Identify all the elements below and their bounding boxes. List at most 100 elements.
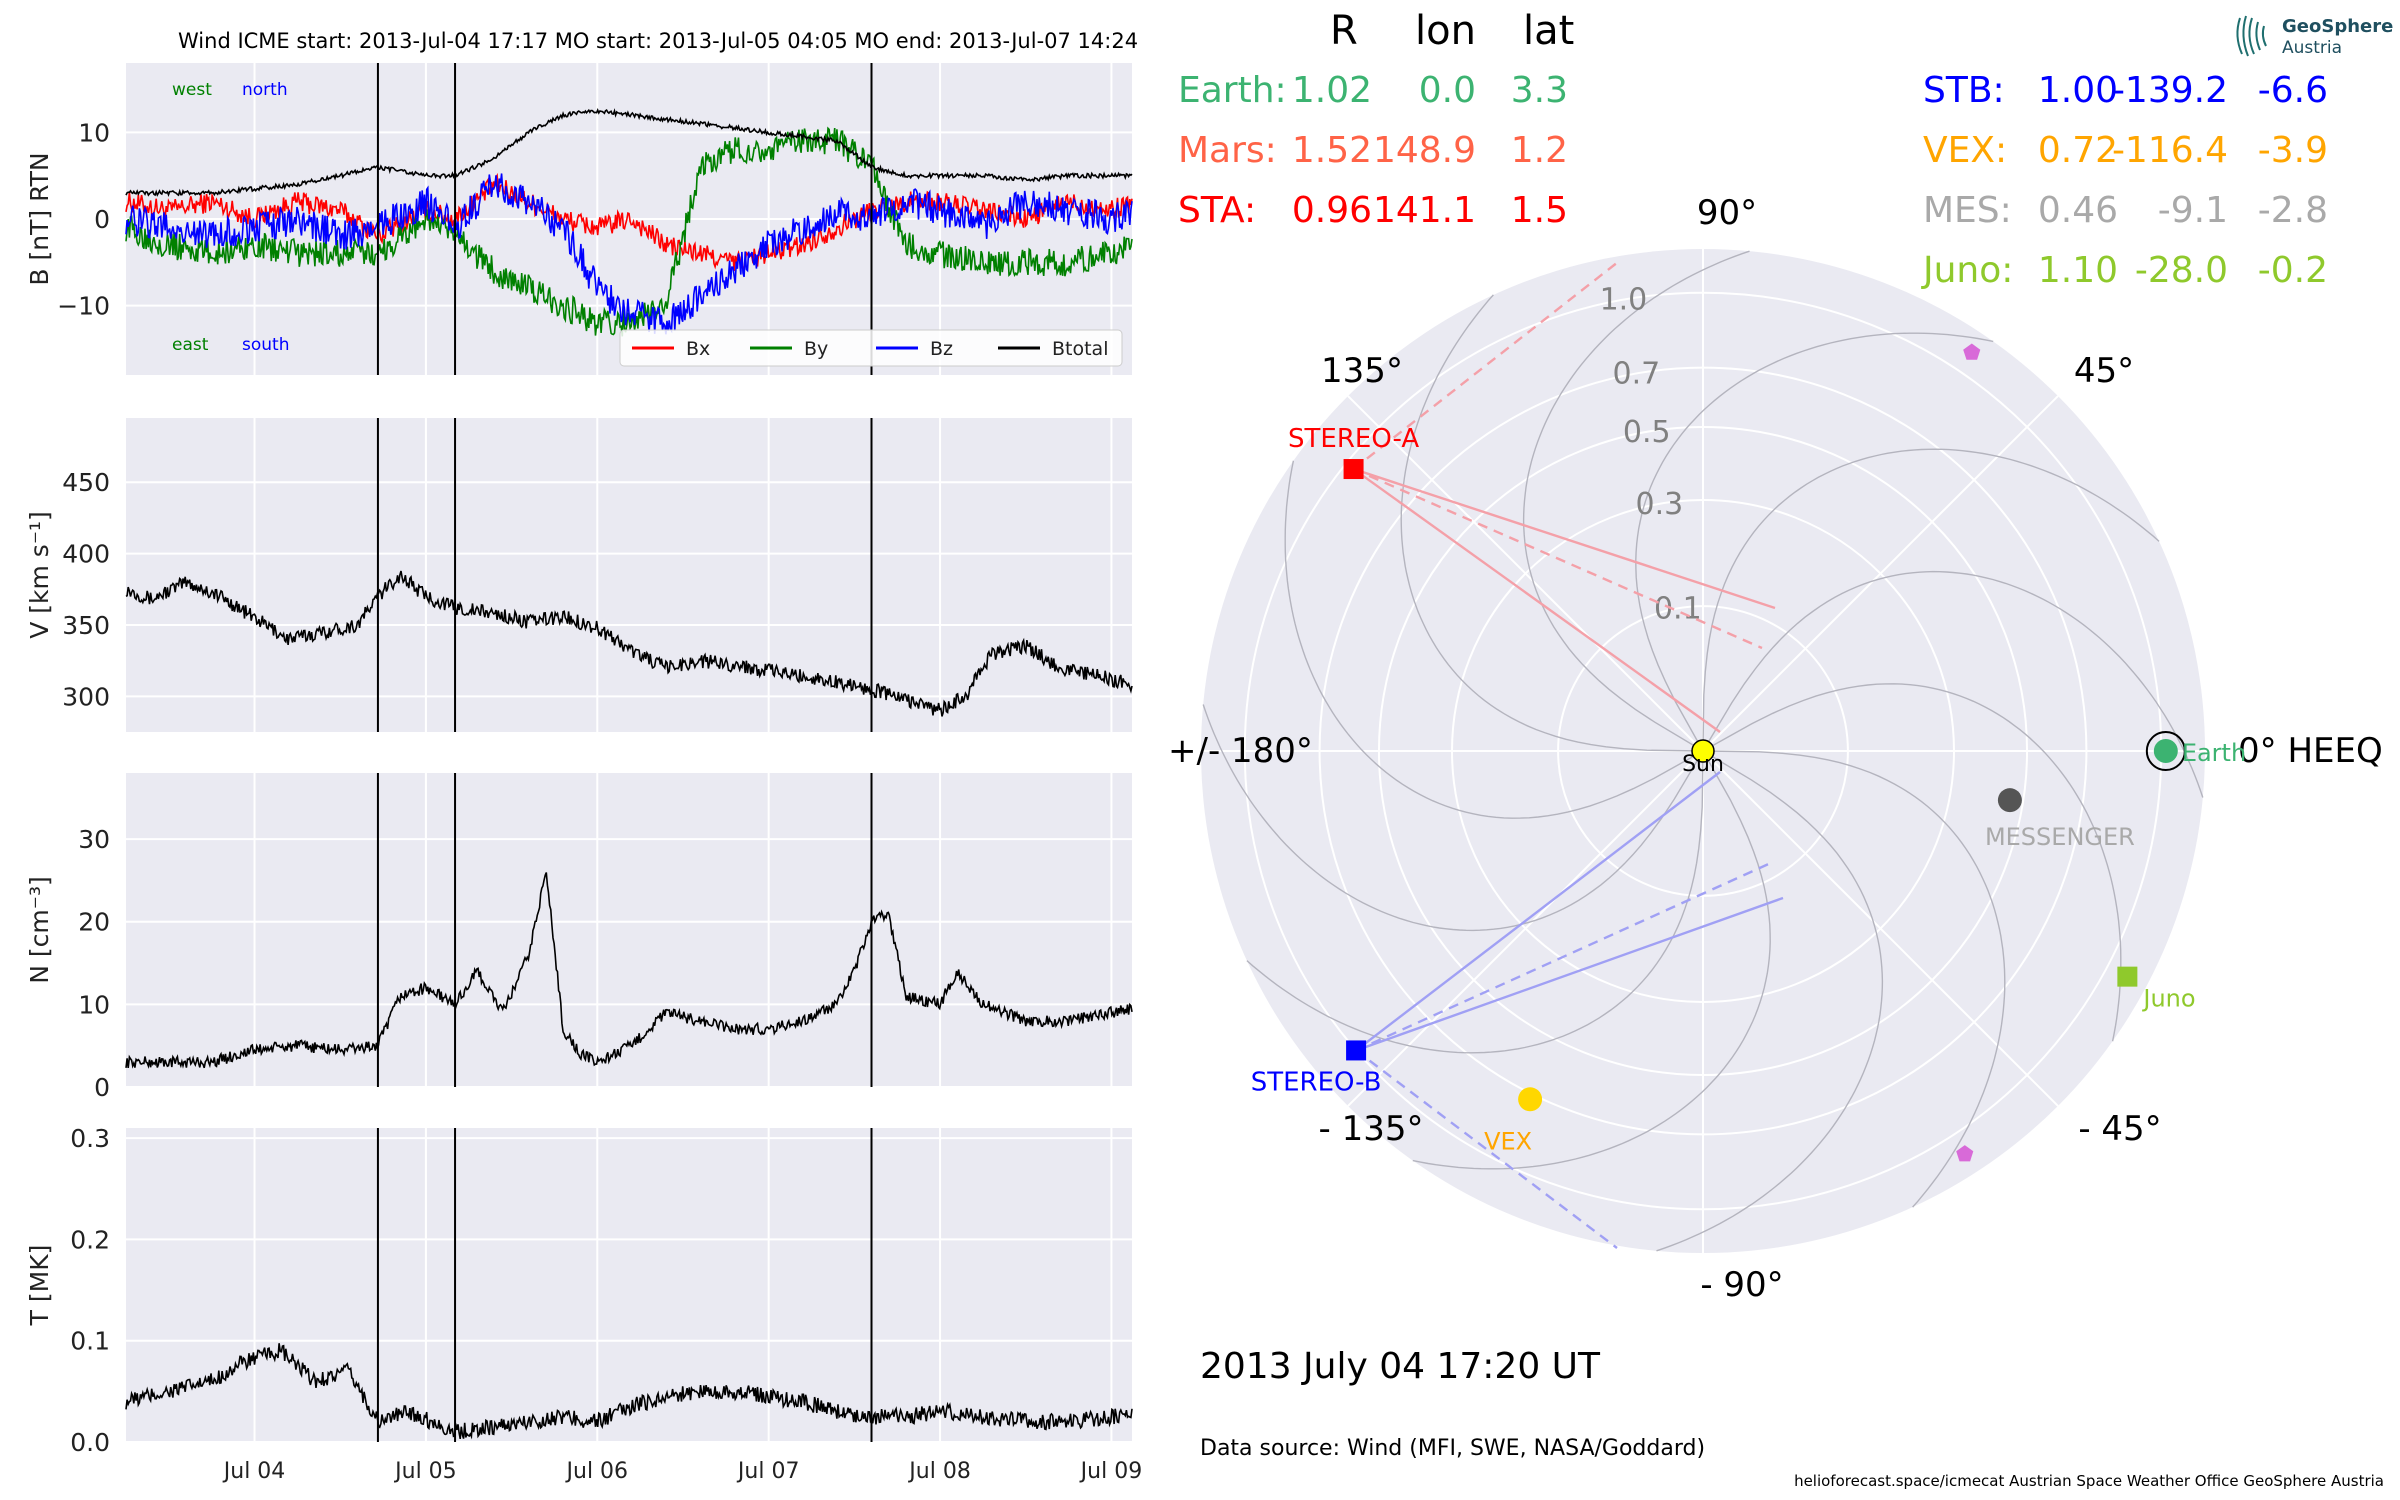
pos-left-earth-lat: 3.3 bbox=[1510, 70, 1568, 111]
stb-line bbox=[1355, 896, 1784, 1052]
body-juno-label: Juno bbox=[2141, 985, 2195, 1013]
y-tick-label: 10 bbox=[78, 118, 110, 147]
y-tick-label: 450 bbox=[62, 468, 110, 497]
y-axis-label: V [km s⁻¹] bbox=[25, 511, 54, 639]
body-stereo-b-label: STEREO-B bbox=[1251, 1067, 1382, 1097]
series-line-bz bbox=[125, 173, 1133, 335]
y-tick-label: 0.3 bbox=[70, 1124, 110, 1153]
body-stereo-a-label: STEREO-A bbox=[1288, 424, 1419, 454]
parker-spiral bbox=[1284, 460, 1704, 819]
pos-left-mars-lat: 1.2 bbox=[1510, 130, 1568, 171]
x-tick-label: Jul 09 bbox=[1079, 1459, 1143, 1484]
series-line-bx bbox=[125, 172, 1133, 272]
body-pentagon-1 bbox=[1963, 343, 1981, 360]
panel-magnetic-field: 10 0 −10B [nT] RTN west north east south Bx By Bz… bbox=[25, 63, 1133, 375]
pos-right-stb-r: 1.00 bbox=[2037, 70, 2118, 111]
data-source: Data source: Wind (MFI, SWE, NASA/Goddar… bbox=[1200, 1436, 1706, 1461]
annotation-south: south bbox=[242, 335, 289, 355]
polar-angle-line bbox=[1347, 750, 1704, 1107]
positions-header-lon: lon bbox=[1415, 8, 1476, 54]
pos-right-stb-lon: -139.2 bbox=[2111, 70, 2228, 111]
pos-right-mes-lon: -9.1 bbox=[2157, 190, 2228, 231]
pos-right-juno-lat: -0.2 bbox=[2257, 250, 2328, 291]
parker-spiral bbox=[1246, 750, 1704, 1054]
y-tick-label: 300 bbox=[62, 682, 110, 711]
sta-dashed-line bbox=[1353, 467, 1763, 650]
pos-right-vex-r: 0.72 bbox=[2037, 130, 2118, 171]
positions-header-lat: lat bbox=[1523, 8, 1575, 54]
parker-spiral bbox=[1202, 704, 1704, 932]
body-juno bbox=[2117, 966, 2138, 987]
sta-dashed-line bbox=[1352, 261, 1619, 470]
body-sun bbox=[1691, 739, 1715, 763]
legend-label: Bz bbox=[930, 338, 953, 360]
annotation-north: north bbox=[242, 80, 288, 100]
legend: Bx By Bz Btotal bbox=[619, 329, 1123, 367]
panel-background bbox=[126, 1128, 1132, 1442]
body-stereo-b bbox=[1346, 1040, 1367, 1061]
polar-r-label: 0.7 bbox=[1613, 356, 1661, 391]
positions-header-r: R bbox=[1330, 8, 1358, 54]
panel-background bbox=[126, 418, 1132, 732]
pos-left-sta-label: STA: bbox=[1178, 190, 1257, 231]
y-tick-label: 20 bbox=[78, 908, 110, 937]
parker-spiral bbox=[1400, 294, 1704, 752]
polar-r-label: 0.3 bbox=[1636, 487, 1684, 522]
stb-line bbox=[1355, 771, 1721, 1052]
y-tick-label: 0 bbox=[94, 1073, 110, 1102]
y-tick-label: 10 bbox=[78, 990, 110, 1019]
series-line-v bbox=[125, 570, 1133, 717]
pos-left-mars-r: 1.52 bbox=[1291, 130, 1372, 171]
y-tick-label: 0.0 bbox=[70, 1428, 110, 1457]
body-vex bbox=[1518, 1087, 1543, 1112]
body-pentagon-2 bbox=[1956, 1145, 1974, 1162]
parker-spiral bbox=[1702, 683, 2122, 1042]
pos-right-mes-lat: -2.8 bbox=[2257, 190, 2328, 231]
geosphere-logo-icon bbox=[2236, 15, 2267, 57]
polar-r-label: 0.1 bbox=[1654, 591, 1702, 626]
polar-plot: 0.1 0.3 0.5 0.7 1.0 90° 45° 0° HEEQ - 45° - 90° - … bbox=[1168, 193, 2383, 1305]
series-line-t bbox=[125, 1343, 1133, 1440]
pos-left-mars-label: Mars: bbox=[1178, 130, 1277, 171]
pos-right-juno-r: 1.10 bbox=[2037, 250, 2118, 291]
parker-spiral bbox=[1702, 570, 2204, 798]
pos-right-juno-label: Juno: bbox=[1923, 250, 2014, 291]
polar-angle-label: 90° bbox=[1697, 193, 1757, 233]
pos-left-sta-lon: 141.1 bbox=[1372, 190, 1476, 231]
y-axis-label: N [cm⁻³] bbox=[25, 876, 54, 983]
pos-left-sta-r: 0.96 bbox=[1291, 190, 1372, 231]
parker-spiral bbox=[1656, 750, 1884, 1252]
body-sun-label: Sun bbox=[1682, 752, 1724, 777]
x-tick-label: Jul 06 bbox=[565, 1459, 629, 1484]
pos-left-sta-lat: 1.5 bbox=[1510, 190, 1568, 231]
pos-left-earth-r: 1.02 bbox=[1291, 70, 1372, 111]
pos-right-mes-label: MES: bbox=[1923, 190, 2012, 231]
polar-angle-line bbox=[1347, 395, 1704, 752]
pos-left-earth-label: Earth: bbox=[1178, 70, 1287, 111]
series-line-n bbox=[125, 872, 1133, 1070]
parker-spiral bbox=[1635, 332, 1994, 752]
polar-angle-label: - 135° bbox=[1319, 1109, 1424, 1149]
pos-left-mars-lon: 148.9 bbox=[1372, 130, 1476, 171]
body-stereo-a bbox=[1343, 459, 1364, 480]
y-axis-label: T [MK] bbox=[25, 1245, 54, 1327]
earth-ring bbox=[2145, 731, 2186, 771]
body-messenger-label: MESSENGER bbox=[1985, 823, 2135, 851]
polar-angle-label: - 90° bbox=[1700, 1265, 1783, 1305]
panel-background bbox=[126, 773, 1132, 1087]
y-tick-label: −10 bbox=[57, 292, 110, 321]
polar-angle-line bbox=[1702, 395, 2059, 752]
pos-right-stb-lat: -6.6 bbox=[2257, 70, 2328, 111]
annotation-west: west bbox=[172, 80, 212, 100]
parker-spiral bbox=[1702, 750, 2006, 1208]
polar-angle-label: - 45° bbox=[2078, 1109, 2161, 1149]
body-earth-label: Earth bbox=[2182, 739, 2246, 767]
body-messenger bbox=[1997, 788, 2022, 813]
y-tick-label: 0 bbox=[94, 205, 110, 234]
panel-temperature: 0.3 0.2 0.1 0.0 T [MK] Jul 04 Jul 05 Jul 06 Jul … bbox=[25, 1124, 1142, 1484]
body-vex-label: VEX bbox=[1484, 1127, 1532, 1155]
y-tick-label: 400 bbox=[62, 540, 110, 569]
y-axis-label: B [nT] RTN bbox=[25, 152, 54, 285]
x-tick-label: Jul 07 bbox=[736, 1459, 800, 1484]
legend-label: Btotal bbox=[1052, 338, 1108, 360]
